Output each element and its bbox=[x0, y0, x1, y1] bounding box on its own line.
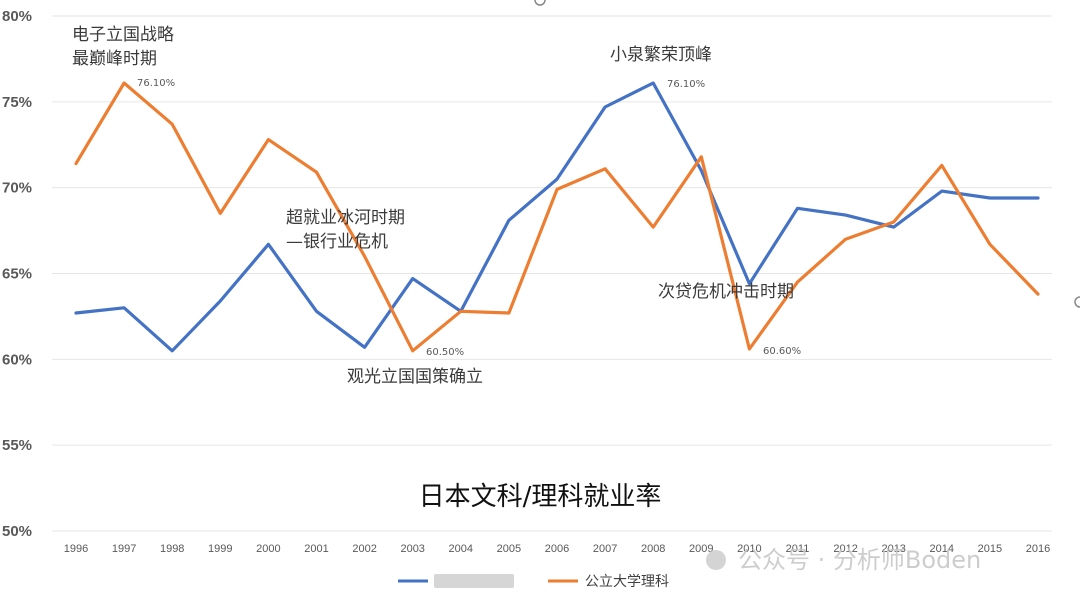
x-tick-label: 1999 bbox=[208, 543, 232, 555]
x-tick-label: 2016 bbox=[1026, 543, 1050, 555]
y-tick-label: 65% bbox=[2, 266, 32, 283]
legend: 公立大学理科 bbox=[398, 574, 669, 590]
x-tick-label: 2012 bbox=[833, 543, 857, 555]
y-tick-label: 50% bbox=[2, 523, 32, 540]
chart-title: 日本文科/理科就业率 bbox=[419, 482, 662, 512]
x-tick-label: 1998 bbox=[160, 543, 184, 555]
annotation-subprime: 次贷危机冲击时期 bbox=[658, 282, 794, 302]
resize-handle-top[interactable] bbox=[534, 0, 546, 6]
grid-lines bbox=[52, 15, 1052, 532]
x-tick-label: 2005 bbox=[497, 543, 521, 555]
data-label-2008: 76.10% bbox=[667, 79, 705, 90]
y-tick-label: 55% bbox=[2, 437, 32, 454]
wechat-icon bbox=[706, 550, 726, 570]
data-label-2010: 60.60% bbox=[763, 346, 801, 357]
legend-label-redacted bbox=[434, 574, 514, 588]
x-tick-label: 2015 bbox=[978, 543, 1002, 555]
data-label-1997: 76.10% bbox=[137, 78, 175, 89]
data-label-2003: 60.50% bbox=[426, 347, 464, 358]
series-line-2 bbox=[74, 81, 1040, 353]
x-tick-label: 2001 bbox=[304, 543, 328, 555]
watermark-text: 公众号 · 分析师Boden bbox=[738, 546, 981, 574]
annotation-electronics-line1: 电子立国战略 bbox=[72, 25, 174, 45]
x-tick-label: 2004 bbox=[449, 543, 473, 555]
annotation-ice-age-line1: 超就业冰河时期 bbox=[286, 208, 405, 228]
annotation-electronics-line2: 最巅峰时期 bbox=[72, 49, 157, 69]
x-tick-label: 2008 bbox=[641, 543, 665, 555]
series-lines bbox=[74, 81, 1040, 353]
x-tick-label: 2003 bbox=[400, 543, 424, 555]
annotation-tourism: 观光立国国策确立 bbox=[347, 367, 483, 387]
y-tick-label: 80% bbox=[2, 8, 32, 25]
x-tick-label: 2006 bbox=[545, 543, 569, 555]
annotation-ice-age-line2: —银行业危机 bbox=[286, 232, 388, 252]
x-tick-label: 1997 bbox=[112, 543, 136, 555]
x-axis-ticks: 1996 1997 1998 1999 2000 2001 2002 2003 2004 2005… bbox=[64, 543, 1050, 555]
x-tick-label: 1996 bbox=[64, 543, 88, 555]
x-tick-label: 2011 bbox=[786, 543, 810, 555]
watermark: 公众号 · 分析师Boden bbox=[706, 546, 981, 574]
resize-handle-right[interactable] bbox=[1074, 296, 1080, 308]
x-tick-label: 2009 bbox=[689, 543, 713, 555]
x-tick-label: 2000 bbox=[256, 543, 280, 555]
x-tick-label: 2007 bbox=[593, 543, 617, 555]
series-line-1 bbox=[74, 81, 1040, 353]
annotation-koizumi: 小泉繁荣顶峰 bbox=[610, 45, 712, 65]
y-tick-label: 60% bbox=[2, 351, 32, 368]
legend-label-series-2: 公立大学理科 bbox=[585, 574, 669, 590]
y-tick-label: 75% bbox=[2, 94, 32, 111]
x-tick-label: 2010 bbox=[737, 543, 761, 555]
y-tick-label: 70% bbox=[2, 180, 32, 197]
y-axis-ticks: 50% 55% 60% 65% 70% 75% 80% bbox=[2, 8, 32, 540]
x-tick-label: 2013 bbox=[881, 543, 905, 555]
x-tick-label: 2014 bbox=[930, 543, 954, 555]
x-tick-label: 2002 bbox=[352, 543, 376, 555]
